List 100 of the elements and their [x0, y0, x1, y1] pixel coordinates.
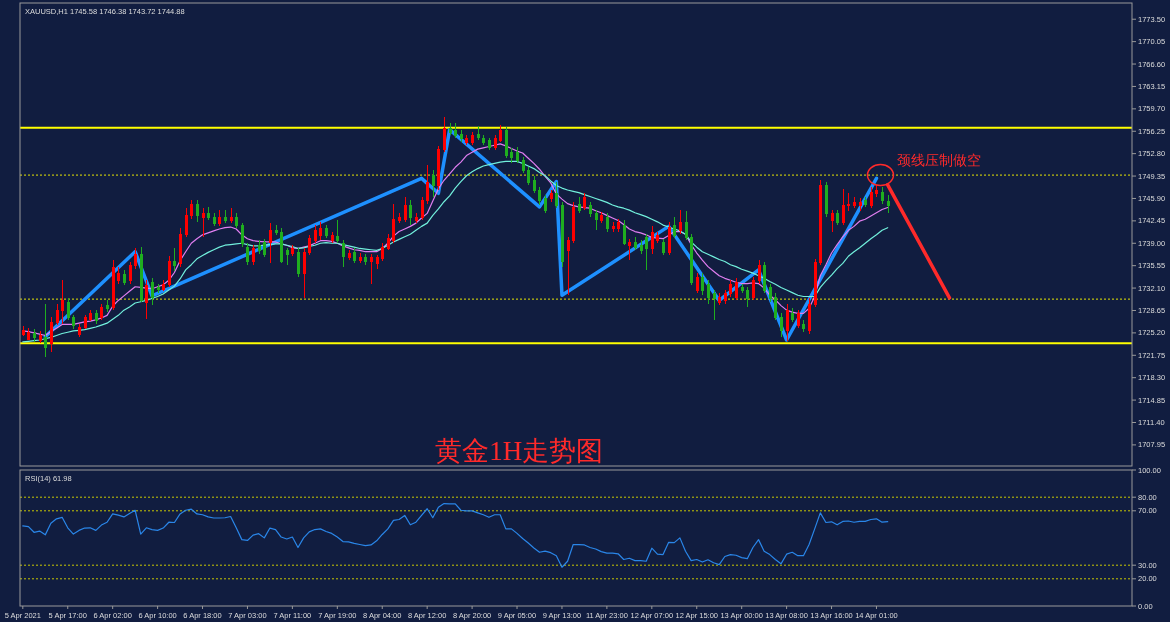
candlestick — [336, 219, 339, 244]
candlestick — [106, 299, 109, 313]
candlestick — [246, 242, 249, 266]
candlestick — [595, 209, 598, 231]
candlestick — [471, 131, 474, 146]
candlestick — [460, 129, 463, 143]
candlestick — [235, 212, 238, 229]
candlestick — [673, 216, 676, 239]
candlestick — [640, 239, 643, 255]
candlestick — [802, 319, 805, 333]
candlestick — [263, 238, 266, 258]
candlestick — [421, 196, 424, 221]
candlestick — [729, 279, 732, 298]
candlestick — [61, 279, 64, 325]
candlestick — [791, 307, 794, 323]
candlestick — [123, 269, 126, 286]
candlestick — [22, 325, 25, 337]
candlestick — [348, 249, 351, 261]
candlestick — [527, 166, 530, 186]
candlestick — [617, 218, 620, 233]
candlestick — [465, 134, 468, 146]
candlestick — [303, 247, 306, 299]
candlestick — [84, 314, 87, 330]
candlestick — [600, 211, 603, 224]
candlestick — [522, 156, 525, 174]
candlestick — [370, 253, 373, 285]
candlestick — [679, 209, 682, 235]
candlestick — [544, 194, 547, 214]
candlestick — [797, 309, 800, 329]
candlestick — [207, 206, 210, 221]
candlestick — [634, 236, 637, 251]
candlestick — [230, 207, 233, 224]
candlestick — [875, 184, 878, 198]
candlestick — [758, 259, 761, 285]
candlestick — [286, 247, 289, 266]
candlestick — [718, 292, 721, 306]
candlestick — [173, 247, 176, 272]
candlestick — [538, 186, 541, 206]
candlestick — [364, 253, 367, 266]
candlestick — [589, 201, 592, 218]
candlestick — [555, 181, 558, 209]
candlestick — [606, 212, 609, 233]
candlestick — [409, 199, 412, 226]
candlestick — [494, 134, 497, 151]
candlestick — [353, 247, 356, 264]
candlestick — [168, 255, 171, 288]
line-series — [22, 502, 889, 568]
candlestick — [477, 125, 480, 141]
candlestick — [291, 244, 294, 257]
candlestick — [786, 303, 789, 342]
candlestick — [449, 122, 452, 136]
candlestick — [258, 239, 261, 255]
candlestick — [780, 312, 783, 338]
candlestick — [190, 199, 193, 220]
candlestick — [213, 212, 216, 227]
candlestick — [314, 224, 317, 244]
candlestick — [842, 188, 845, 226]
candlestick — [359, 252, 362, 264]
candlestick — [89, 309, 92, 322]
candlestick — [864, 196, 867, 208]
candlestick — [847, 192, 850, 212]
candlestick — [628, 238, 631, 261]
candlestick — [707, 279, 710, 305]
candlestick — [331, 231, 334, 244]
candlestick — [836, 209, 839, 226]
candlestick — [415, 212, 418, 224]
candlestick — [651, 225, 654, 255]
candlestick — [488, 137, 491, 151]
candlestick — [157, 283, 160, 294]
candlestick — [112, 259, 115, 311]
candlestick — [100, 303, 103, 321]
candlestick — [39, 330, 42, 344]
candlestick — [162, 279, 165, 292]
candlestick — [612, 221, 615, 233]
candlestick — [179, 227, 182, 268]
candlestick — [713, 289, 716, 321]
candlestick — [56, 303, 59, 326]
candlestick — [662, 238, 665, 256]
candlestick — [831, 209, 834, 233]
candlestick — [269, 222, 272, 264]
candlestick — [325, 224, 328, 239]
candlestick — [510, 147, 513, 164]
candlestick — [376, 254, 379, 270]
candlestick — [392, 203, 395, 244]
candlestick — [398, 212, 401, 224]
candlestick — [769, 283, 772, 303]
candlestick — [67, 297, 70, 321]
candlestick — [746, 286, 749, 308]
candlestick — [381, 242, 384, 262]
candlestick — [623, 219, 626, 246]
candlestick — [499, 124, 502, 143]
candlestick — [95, 309, 98, 325]
candlestick — [117, 266, 120, 285]
candlestick — [696, 272, 699, 294]
candlestick — [550, 189, 553, 203]
candlestick — [319, 221, 322, 241]
candlestick — [218, 209, 221, 227]
candlestick — [275, 224, 278, 236]
candlestick — [241, 222, 244, 248]
candlestick — [668, 221, 671, 256]
